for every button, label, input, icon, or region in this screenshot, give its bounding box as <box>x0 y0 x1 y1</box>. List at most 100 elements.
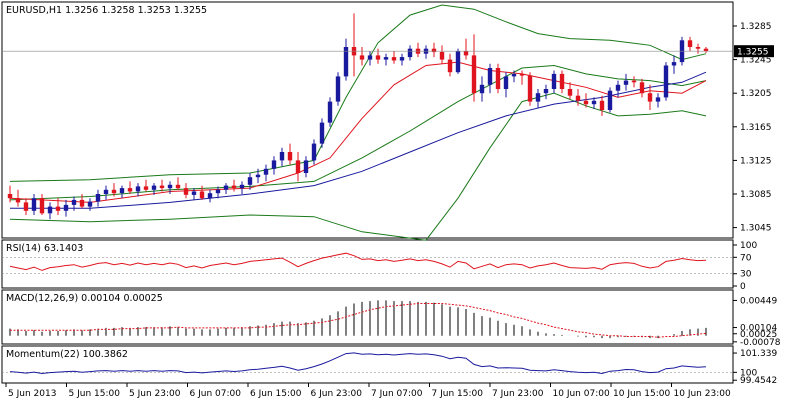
momentum-title: Momentum(22) 100.3862 <box>6 349 128 360</box>
candle-body <box>335 76 341 102</box>
candle-body <box>399 57 405 61</box>
bollinger-upper-line <box>9 4 707 182</box>
candle-body <box>543 89 549 94</box>
candle-body <box>383 57 389 60</box>
macd-panel-frame <box>1 289 734 345</box>
candle-body <box>343 47 349 77</box>
candle-body <box>503 76 509 89</box>
rsi-title: RSI(14) 63.1403 <box>6 243 83 254</box>
candle-body <box>607 90 613 110</box>
candle-body <box>47 206 53 214</box>
candle-body <box>359 55 365 60</box>
x-axis-tick-label: 7 Jun 07:00 <box>371 389 423 399</box>
macd-y-tick-label: -0.00078 <box>740 338 781 348</box>
candle-body <box>559 73 565 89</box>
candle-body <box>431 48 437 53</box>
candle-body <box>623 80 629 85</box>
momentum-y-tick-label: 101.339 <box>740 349 777 359</box>
candle-body <box>407 48 413 58</box>
rsi-y-tick-label: 30 <box>740 270 752 280</box>
candle-body <box>695 47 701 49</box>
price-y-tick-label: 1.3045 <box>740 224 772 234</box>
bollinger-lower-line <box>9 92 707 241</box>
candle-body <box>319 122 325 144</box>
candle-body <box>95 194 101 202</box>
candle-body <box>615 84 621 91</box>
candle-body <box>463 51 469 56</box>
candle-body <box>527 75 533 102</box>
candle-body <box>279 152 285 161</box>
candle-body <box>135 186 141 192</box>
x-axis-tick-label: 6 Jun 23:00 <box>311 389 363 399</box>
macd-title: MACD(12,26,9) 0.00104 0.00025 <box>6 293 163 304</box>
candle-body <box>479 84 485 94</box>
x-axis-tick-label: 5 Jun 23:00 <box>129 389 181 399</box>
current-price-label: 1.3255 <box>737 48 769 58</box>
macd-y-tick-label: 0.00449 <box>740 296 777 306</box>
candle-body <box>271 160 277 169</box>
momentum-y-tick-label: 100 <box>740 368 757 378</box>
candle-body <box>119 188 125 194</box>
macd-signal-line <box>10 303 707 338</box>
candle-body <box>39 198 45 214</box>
candle-body <box>159 185 165 189</box>
candle-body <box>111 189 117 194</box>
price-title: EURUSD,H1 1.3256 1.3258 1.3253 1.3255 <box>6 5 207 16</box>
candle-body <box>647 93 653 102</box>
candle-body <box>551 73 557 89</box>
candle-body <box>207 193 213 199</box>
candle-body <box>231 185 237 189</box>
candle-body <box>391 57 397 61</box>
candle-body <box>575 95 581 101</box>
candle-body <box>567 89 573 96</box>
candle-body <box>655 97 661 102</box>
candle-body <box>151 185 157 190</box>
candle-body <box>23 202 29 211</box>
price-layer: 1.3285 1.3245 1.3205 1.3165 1.3125 1.3085 1.30… <box>2 4 774 241</box>
price-y-tick-label: 1.3085 <box>740 190 772 200</box>
x-axis-tick-label: 6 Jun 07:00 <box>190 389 242 399</box>
candle-body <box>63 204 69 211</box>
current-price-marker <box>734 45 774 58</box>
candle-body <box>367 55 373 60</box>
momentum-line <box>9 352 707 375</box>
candle-body <box>223 185 229 190</box>
x-axis-tick-label: 7 Jun 23:00 <box>492 389 544 399</box>
candle-body <box>487 68 493 85</box>
candle-body <box>471 55 477 94</box>
candle-body <box>295 160 301 173</box>
price-y-tick-label: 1.3285 <box>740 22 772 32</box>
x-axis-tick-label: 10 Jun 07:00 <box>553 389 610 399</box>
candle-body <box>167 184 173 189</box>
candle-body <box>287 152 293 161</box>
candle-body <box>311 143 317 161</box>
candle-body <box>247 177 253 185</box>
rsi-y-tick-label: 0 <box>740 282 746 292</box>
candle-body <box>439 52 445 60</box>
rsi-y-tick-label: 70 <box>740 253 752 263</box>
candle-body <box>583 100 589 105</box>
candle-body <box>55 206 61 211</box>
candle-body <box>631 80 637 83</box>
candle-body <box>143 186 149 190</box>
candle-body <box>71 199 77 205</box>
candle-body <box>639 82 645 94</box>
candle-body <box>687 40 693 47</box>
momentum-y-tick-label: 99.4542 <box>740 376 777 386</box>
candle-body <box>663 65 669 98</box>
candle-body <box>535 93 541 102</box>
price-y-tick-label: 1.3125 <box>740 156 772 166</box>
candle-body <box>495 68 501 89</box>
x-axis-layer: 5 Jun 2013 5 Jun 15:00 5 Jun 23:00 6 Jun 07… <box>5 383 731 399</box>
x-axis-tick-label: 6 Jun 15:00 <box>250 389 302 399</box>
x-axis-tick-label: 7 Jun 15:00 <box>432 389 484 399</box>
candle-body <box>455 51 461 73</box>
x-axis-tick-label: 5 Jun 2013 <box>8 389 56 399</box>
candle-body <box>447 59 453 73</box>
candle-body <box>175 184 181 189</box>
candle-body <box>7 194 13 199</box>
